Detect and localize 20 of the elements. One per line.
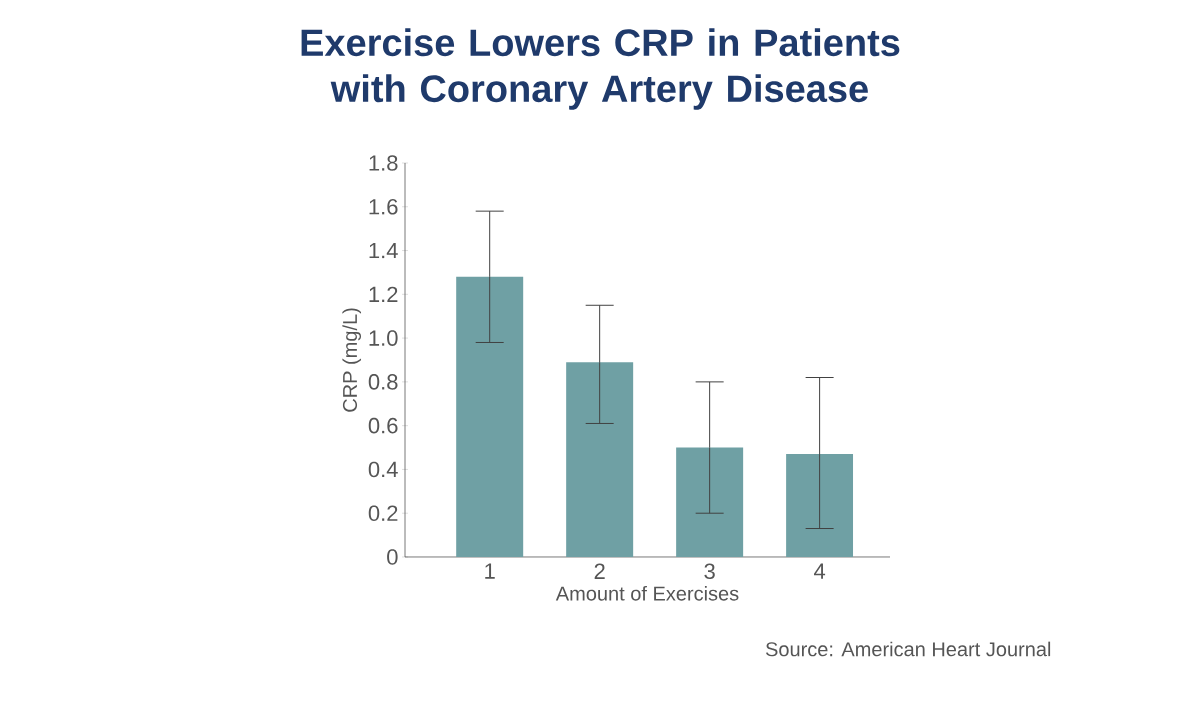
chart-title: Exercise Lowers CRP in Patients with Coronary Artery Disease (301, 28, 900, 110)
bar (566, 362, 634, 557)
y-tick-label: 0.2 (368, 505, 398, 521)
bar (456, 276, 524, 557)
y-tick-label: 1.4 (369, 242, 398, 259)
y-tick-label: 0.6 (368, 417, 398, 434)
x-tick-label: 2 (594, 563, 605, 579)
y-tick-label: 0.8 (368, 374, 398, 390)
x-axis-title: Amount of Exercises (555, 585, 739, 601)
x-tick-label: 3 (704, 563, 715, 580)
x-tick-label: 1 (485, 563, 495, 579)
y-tick-label: 1.8 (369, 155, 398, 171)
y-tick-label: 0.4 (368, 461, 398, 478)
y-tick-label: 1.2 (369, 286, 398, 302)
y-tick-label: 1.0 (369, 330, 398, 346)
y-tick-label: 1.6 (369, 198, 398, 215)
source-note: Source: American Heart Journal (765, 641, 1051, 657)
y-tick-label: 0 (387, 549, 398, 565)
y-axis-title: CRP (mg/L) (342, 308, 362, 412)
x-tick-label: 4 (814, 563, 826, 579)
